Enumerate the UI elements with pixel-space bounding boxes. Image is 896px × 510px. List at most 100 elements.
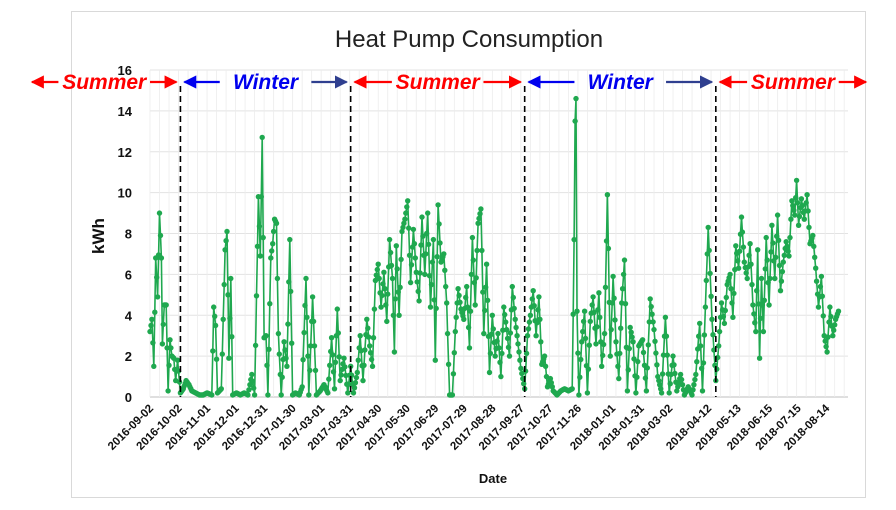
data-point bbox=[468, 271, 475, 278]
data-point bbox=[166, 362, 172, 368]
data-point bbox=[595, 307, 601, 313]
data-point bbox=[480, 289, 486, 295]
data-point bbox=[308, 343, 314, 349]
data-point bbox=[831, 327, 837, 333]
data-point bbox=[599, 363, 605, 369]
data-point bbox=[748, 261, 754, 267]
data-point bbox=[506, 353, 513, 359]
data-point bbox=[743, 270, 749, 276]
data-point bbox=[328, 335, 335, 341]
data-point bbox=[700, 360, 707, 366]
season-annotations: Summer Winter Summer Winter Summer bbox=[30, 71, 868, 94]
data-point bbox=[507, 330, 514, 336]
data-point bbox=[149, 316, 155, 322]
data-point bbox=[670, 353, 676, 359]
data-point bbox=[656, 377, 662, 384]
data-point bbox=[666, 390, 672, 396]
data-point bbox=[697, 320, 703, 327]
data-point bbox=[812, 254, 818, 260]
data-point bbox=[510, 294, 516, 301]
data-point bbox=[422, 271, 428, 278]
data-point bbox=[659, 371, 666, 377]
data-point bbox=[805, 208, 811, 214]
data-point bbox=[351, 385, 358, 391]
data-point bbox=[590, 294, 596, 300]
data-point bbox=[633, 390, 639, 396]
data-point bbox=[705, 224, 711, 231]
x-axis-label: Date bbox=[479, 471, 507, 486]
data-point bbox=[478, 206, 484, 212]
data-point bbox=[811, 243, 817, 250]
data-point bbox=[301, 329, 307, 336]
data-point bbox=[402, 216, 408, 222]
data-point bbox=[279, 374, 285, 380]
data-point bbox=[815, 304, 822, 310]
data-point bbox=[404, 204, 410, 210]
data-point bbox=[651, 326, 657, 333]
data-point bbox=[581, 308, 588, 314]
data-point bbox=[697, 343, 704, 349]
data-point bbox=[569, 386, 575, 392]
data-point bbox=[706, 247, 712, 254]
y-tick-label: 2 bbox=[125, 349, 132, 364]
data-point bbox=[769, 222, 775, 228]
data-point bbox=[714, 366, 720, 372]
data-point bbox=[591, 309, 597, 316]
data-point bbox=[403, 210, 409, 216]
data-point bbox=[254, 243, 261, 249]
data-point bbox=[276, 351, 282, 357]
data-point bbox=[408, 262, 415, 268]
data-point bbox=[266, 346, 272, 352]
data-point bbox=[612, 317, 618, 323]
data-point bbox=[819, 293, 825, 299]
data-point bbox=[616, 375, 622, 382]
data-point bbox=[163, 302, 169, 308]
data-point bbox=[352, 380, 359, 386]
data-point bbox=[461, 316, 467, 322]
data-point bbox=[813, 265, 819, 271]
data-point bbox=[753, 328, 759, 335]
data-point bbox=[607, 353, 613, 359]
data-point bbox=[619, 286, 626, 292]
y-tick-label: 8 bbox=[125, 227, 132, 242]
data-point bbox=[691, 382, 697, 388]
data-point bbox=[419, 214, 425, 220]
data-point bbox=[466, 345, 473, 351]
data-point bbox=[827, 304, 833, 310]
data-point bbox=[445, 361, 452, 367]
data-point bbox=[538, 339, 544, 345]
data-point bbox=[425, 210, 431, 216]
data-point bbox=[307, 367, 313, 374]
data-point bbox=[709, 316, 715, 322]
data-point bbox=[384, 318, 390, 325]
data-point bbox=[213, 356, 220, 362]
x-axis: 2016-09-022016-10-022016-11-012016-12-01… bbox=[106, 402, 833, 453]
data-point bbox=[609, 300, 615, 306]
data-point bbox=[790, 202, 796, 209]
data-point bbox=[620, 271, 627, 278]
data-point bbox=[587, 318, 593, 325]
data-point bbox=[789, 198, 795, 204]
data-point bbox=[600, 341, 607, 348]
data-point bbox=[174, 357, 181, 363]
y-tick-label: 12 bbox=[118, 145, 132, 160]
data-point bbox=[791, 207, 797, 213]
data-point bbox=[147, 328, 153, 335]
data-point bbox=[449, 392, 456, 398]
data-point bbox=[158, 255, 165, 261]
data-point bbox=[396, 312, 402, 318]
data-point bbox=[514, 333, 520, 339]
data-point bbox=[395, 289, 401, 295]
data-point bbox=[774, 233, 780, 239]
data-point bbox=[750, 302, 756, 308]
data-point bbox=[754, 288, 760, 294]
data-point bbox=[720, 313, 727, 320]
data-point bbox=[416, 298, 422, 304]
data-point bbox=[486, 369, 493, 376]
data-point bbox=[818, 273, 825, 280]
data-point bbox=[785, 248, 791, 254]
data-point bbox=[432, 357, 438, 363]
data-point bbox=[224, 228, 230, 235]
data-point bbox=[275, 330, 282, 337]
data-point bbox=[482, 307, 488, 314]
